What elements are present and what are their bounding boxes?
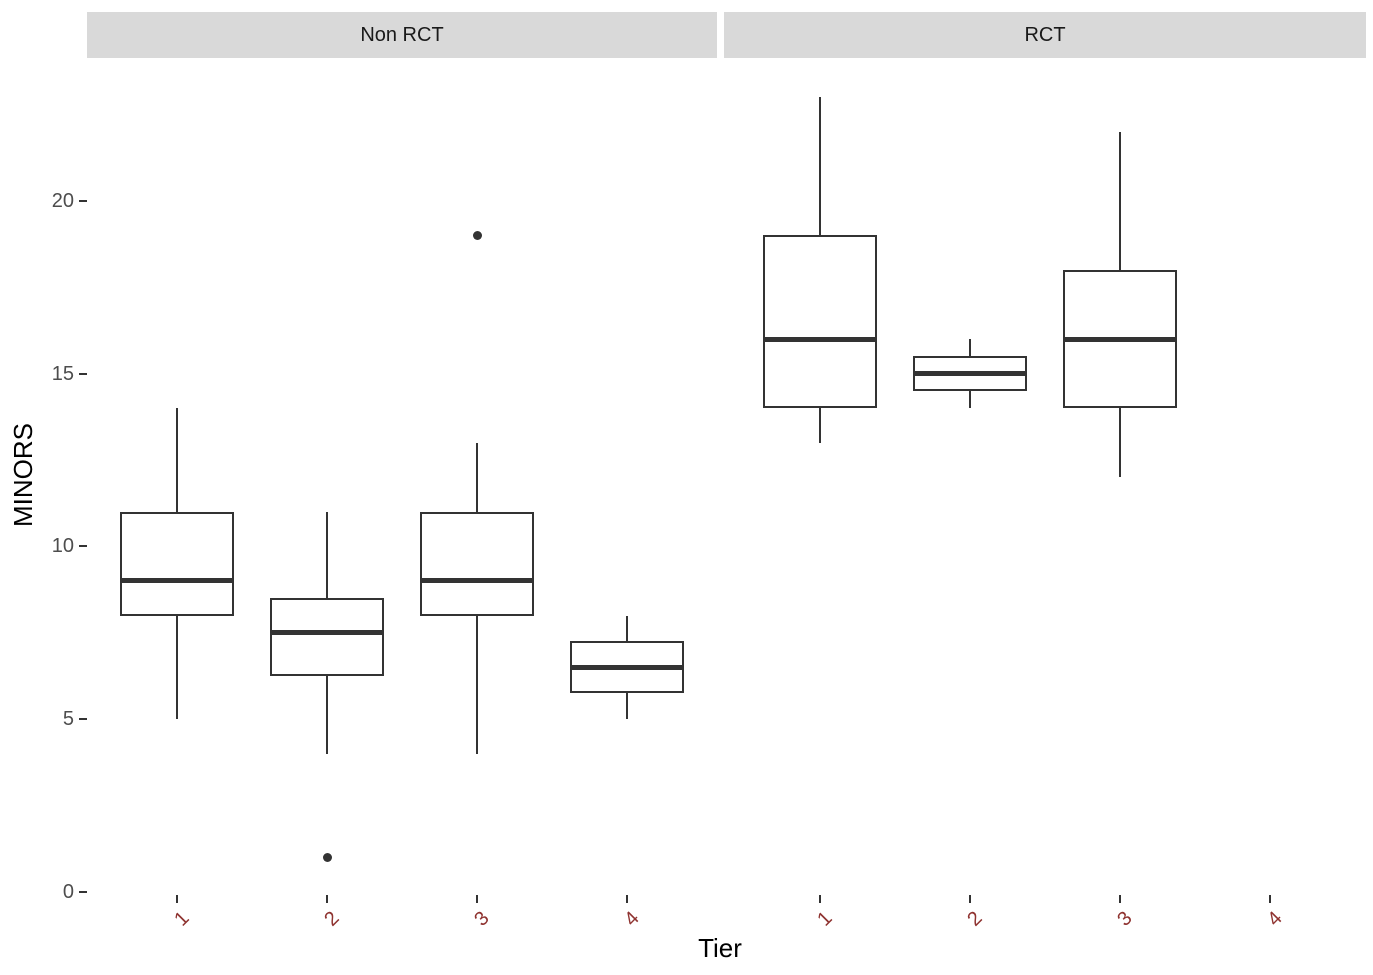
y-tick-label-5: 5 [62, 708, 74, 731]
x-tick-mark-non-rct-3 [476, 895, 478, 903]
y-tick-mark-0 [79, 891, 87, 893]
outlier-dot-tier-2 [322, 852, 332, 862]
y-tick-mark-20 [79, 199, 87, 202]
x-tick-mark-rct-2 [969, 895, 971, 903]
y-tick-mark-15 [79, 372, 87, 375]
facet-strip-rct: RCT [724, 12, 1366, 58]
median-tier-1 [120, 578, 234, 584]
x-tick-label-tier-2: 2 [963, 907, 987, 931]
y-tick-mark-10 [79, 545, 87, 548]
box-tier-1 [120, 511, 234, 616]
x-tick-label-tier-3: 3 [1113, 907, 1137, 931]
median-tier-3 [1063, 336, 1177, 342]
x-tick-mark-non-rct-4 [626, 895, 628, 903]
x-tick-mark-rct-1 [819, 895, 821, 903]
median-tier-2 [913, 371, 1027, 377]
y-tick-label-20: 20 [51, 189, 74, 212]
median-tier-1 [763, 336, 877, 342]
median-tier-3 [420, 578, 534, 584]
box-tier-2 [270, 598, 384, 676]
x-tick-label-tier-1: 1 [170, 907, 194, 931]
median-tier-4 [570, 664, 684, 670]
x-tick-mark-non-rct-1 [176, 895, 178, 903]
y-tick-label-0: 0 [62, 881, 74, 903]
x-tick-mark-rct-4 [1269, 895, 1271, 903]
x-tick-mark-rct-3 [1119, 895, 1121, 903]
y-tick-label-10: 10 [51, 535, 74, 558]
x-tick-label-tier-3: 3 [470, 907, 494, 931]
median-tier-2 [270, 630, 384, 636]
y-tick-label-15: 15 [51, 362, 74, 385]
y-tick-mark-5 [79, 718, 87, 721]
x-axis-title: Tier [698, 933, 742, 963]
facet-strip-label: RCT [1024, 23, 1066, 46]
outlier-dot-tier-3 [472, 230, 482, 240]
box-tier-1 [763, 235, 877, 409]
facet-strip-label: Non RCT [360, 23, 444, 46]
x-tick-label-tier-4: 4 [1263, 907, 1287, 931]
x-tick-label-tier-2: 2 [320, 907, 344, 931]
facet-strip-non-rct: Non RCT [87, 12, 717, 58]
x-tick-mark-non-rct-2 [326, 895, 328, 903]
box-tier-3 [420, 511, 534, 616]
